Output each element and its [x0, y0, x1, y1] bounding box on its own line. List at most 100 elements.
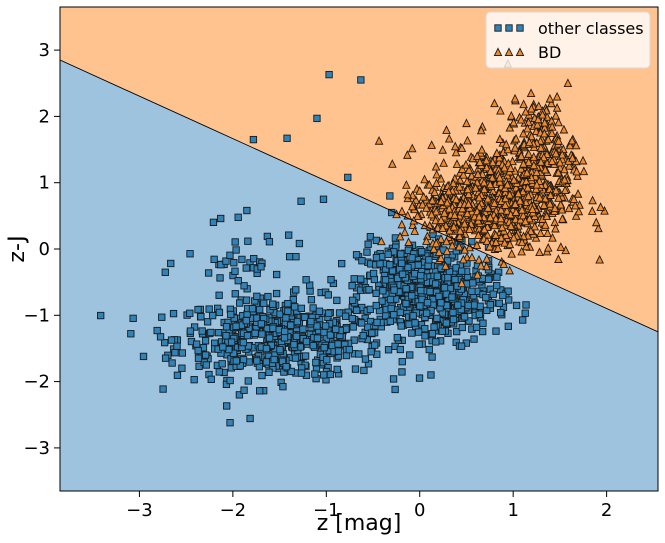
other-classes-point [415, 340, 423, 348]
bd-point [457, 278, 467, 288]
bd-point [540, 164, 550, 174]
other-classes-point [394, 274, 402, 282]
bd-point [502, 206, 512, 215]
bd-point [403, 150, 412, 159]
bd-point [458, 203, 467, 213]
other-classes-point [291, 303, 299, 311]
other-classes-point [201, 351, 210, 359]
other-classes-point [465, 317, 473, 325]
bd-point [533, 114, 543, 124]
other-classes-point [335, 309, 344, 317]
other-classes-point [292, 286, 300, 294]
bd-point [444, 203, 454, 213]
other-classes-point [369, 269, 378, 278]
bd-point [522, 167, 532, 177]
other-classes-point [161, 338, 169, 347]
bd-point [543, 134, 553, 144]
other-classes-point [333, 296, 341, 305]
bd-point [560, 174, 569, 184]
other-classes-point [209, 218, 218, 227]
other-classes-point [352, 306, 361, 314]
bd-point [434, 247, 444, 256]
bd-point [596, 202, 605, 211]
other-classes-point [242, 316, 251, 325]
bd-point [422, 236, 431, 245]
other-classes-point [276, 310, 284, 318]
bd-point [431, 238, 441, 248]
other-classes-points [97, 70, 530, 427]
bd-point [588, 195, 597, 205]
other-classes-point [313, 334, 322, 342]
bd-point [516, 214, 525, 224]
bd-point [564, 203, 574, 213]
bd-point [503, 144, 513, 154]
bd-point [404, 237, 413, 246]
bd-point [538, 109, 547, 119]
other-classes-point [295, 239, 304, 248]
other-classes-point [240, 386, 248, 394]
other-classes-point [272, 289, 281, 298]
bd-point [432, 178, 441, 187]
other-classes-point [239, 356, 248, 364]
other-classes-point [257, 263, 265, 271]
other-classes-point [222, 380, 231, 389]
legend-triangle-marker [515, 47, 525, 57]
other-classes-point [421, 332, 429, 340]
bd-point [436, 173, 446, 183]
other-classes-point [231, 267, 239, 275]
bd-point [439, 158, 448, 167]
bd-point [569, 194, 579, 203]
other-classes-point [489, 290, 497, 298]
other-classes-point [348, 296, 357, 305]
other-classes-point [504, 287, 512, 295]
bd-point [485, 241, 495, 251]
other-classes-point [442, 319, 451, 327]
other-classes-point [278, 357, 287, 366]
other-classes-point [239, 338, 248, 347]
other-classes-point [244, 377, 252, 385]
other-classes-point [222, 332, 230, 340]
other-classes-point [311, 370, 319, 378]
other-classes-point [398, 259, 406, 267]
bd-point [431, 206, 441, 216]
other-classes-point [363, 323, 372, 331]
other-classes-point [522, 301, 530, 309]
other-classes-point [287, 367, 295, 376]
legend-triangle-marker [504, 47, 514, 57]
other-classes-point [521, 309, 529, 317]
other-classes-point [397, 250, 405, 258]
other-classes-point [428, 353, 436, 361]
other-classes-point [370, 275, 379, 284]
other-classes-point [351, 365, 360, 373]
other-classes-point [235, 391, 244, 399]
other-classes-point [421, 325, 429, 333]
legend: other classes BD [485, 11, 651, 69]
other-classes-point [416, 302, 424, 310]
other-classes-point [458, 323, 466, 332]
other-classes-point [402, 299, 410, 308]
bd-point [460, 218, 469, 228]
other-classes-point [449, 308, 457, 317]
bd-point [535, 247, 544, 257]
bd-point [449, 221, 459, 231]
x-tick-label: 1 [507, 500, 518, 521]
bd-point [539, 152, 549, 162]
other-classes-point [236, 362, 244, 370]
bd-point [543, 228, 552, 238]
other-classes-point [285, 231, 293, 239]
other-classes-point [195, 362, 203, 370]
bd-point [395, 231, 405, 241]
x-tick-label: 2 [601, 500, 612, 521]
bd-point [441, 261, 450, 270]
bd-point [474, 192, 484, 202]
bd-point [449, 178, 458, 188]
other-classes-point [159, 385, 167, 393]
bd-point [487, 172, 497, 182]
bd-point [420, 174, 429, 184]
bd-point [490, 220, 499, 230]
other-classes-point [376, 260, 384, 268]
bd-point [444, 133, 454, 143]
other-classes-point [262, 344, 271, 353]
other-classes-point [458, 267, 466, 275]
other-classes-point [97, 311, 105, 320]
